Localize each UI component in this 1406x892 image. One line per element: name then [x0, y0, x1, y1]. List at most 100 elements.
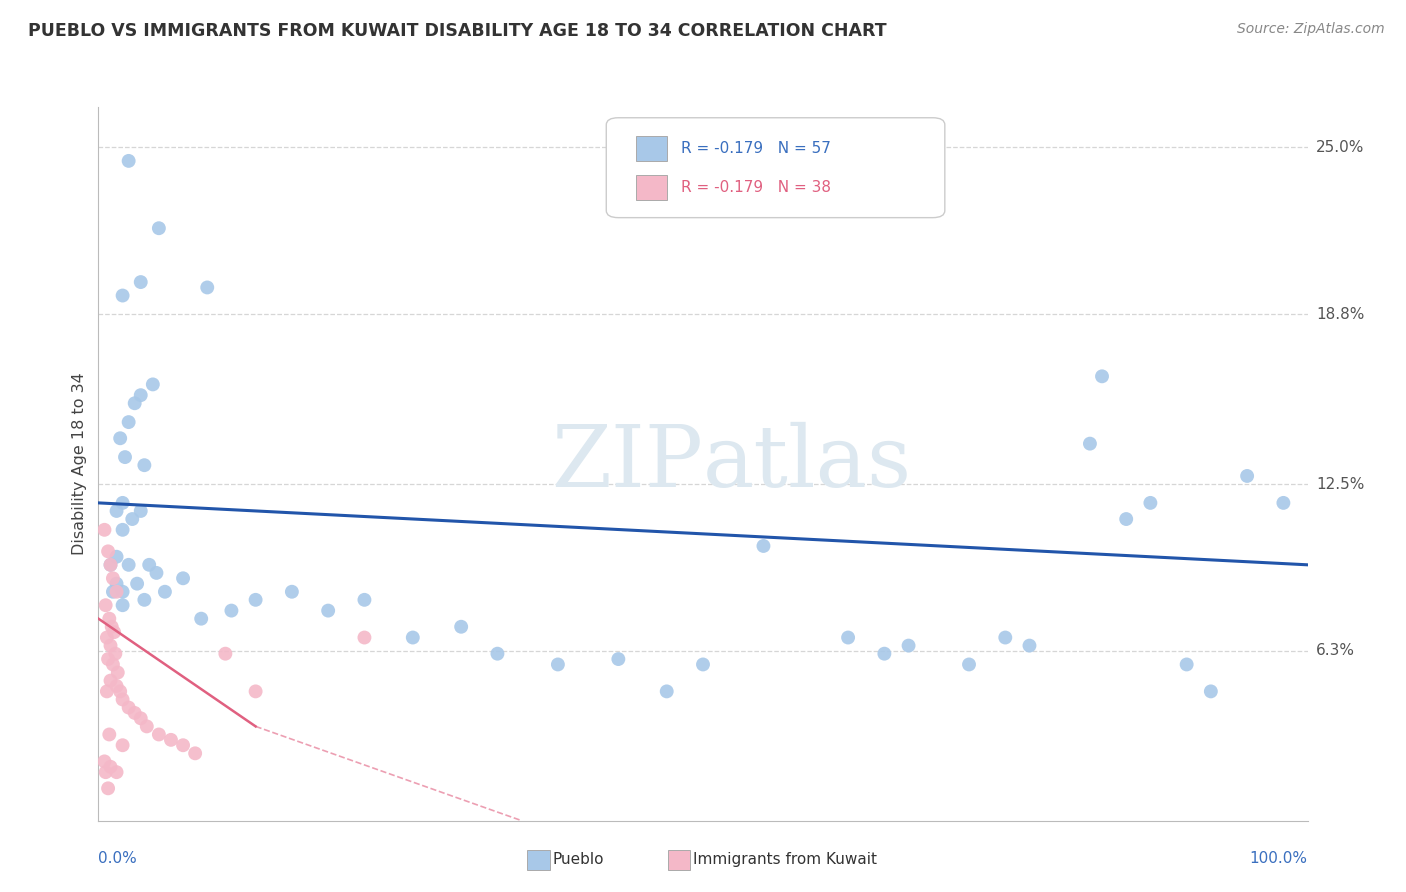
- Point: [134, 592, 156, 607]
- Text: ZIP: ZIP: [551, 422, 703, 506]
- Point: [160, 732, 183, 747]
- Point: [837, 631, 859, 645]
- Point: [873, 647, 896, 661]
- Point: [148, 221, 170, 235]
- Point: [148, 727, 170, 741]
- Point: [184, 747, 207, 761]
- Point: [1199, 684, 1222, 698]
- Point: [138, 558, 160, 572]
- Point: [129, 388, 152, 402]
- Point: [172, 571, 194, 585]
- Point: [129, 504, 152, 518]
- Point: [1078, 436, 1101, 450]
- Point: [105, 576, 128, 591]
- Point: [98, 612, 121, 626]
- Point: [127, 576, 149, 591]
- Point: [450, 620, 472, 634]
- Point: [111, 523, 134, 537]
- FancyBboxPatch shape: [606, 118, 945, 218]
- Text: 25.0%: 25.0%: [1316, 140, 1364, 155]
- Point: [547, 657, 569, 672]
- Text: 18.8%: 18.8%: [1316, 307, 1364, 322]
- Point: [100, 620, 122, 634]
- Point: [97, 652, 120, 666]
- Text: Source: ZipAtlas.com: Source: ZipAtlas.com: [1237, 22, 1385, 37]
- Text: Pueblo: Pueblo: [553, 853, 605, 867]
- Text: PUEBLO VS IMMIGRANTS FROM KUWAIT DISABILITY AGE 18 TO 34 CORRELATION CHART: PUEBLO VS IMMIGRANTS FROM KUWAIT DISABIL…: [28, 22, 887, 40]
- Point: [100, 558, 122, 572]
- Point: [1139, 496, 1161, 510]
- Text: 0.0%: 0.0%: [98, 851, 138, 866]
- Point: [135, 719, 157, 733]
- Point: [195, 280, 218, 294]
- Point: [105, 679, 128, 693]
- Point: [153, 584, 176, 599]
- Point: [353, 592, 375, 607]
- Point: [107, 665, 129, 680]
- Text: 6.3%: 6.3%: [1316, 643, 1355, 658]
- Point: [101, 584, 124, 599]
- Point: [172, 738, 194, 752]
- Point: [111, 288, 134, 302]
- Point: [105, 584, 128, 599]
- Point: [142, 377, 165, 392]
- Point: [105, 765, 128, 780]
- Point: [98, 727, 121, 741]
- Y-axis label: Disability Age 18 to 34: Disability Age 18 to 34: [72, 373, 87, 555]
- Point: [692, 657, 714, 672]
- Point: [97, 544, 120, 558]
- Text: 100.0%: 100.0%: [1250, 851, 1308, 866]
- Point: [655, 684, 678, 698]
- Point: [245, 684, 267, 698]
- Point: [994, 631, 1017, 645]
- Point: [214, 647, 236, 661]
- Point: [118, 153, 141, 168]
- Point: [752, 539, 775, 553]
- Point: [108, 684, 131, 698]
- Text: R = -0.179   N = 38: R = -0.179 N = 38: [682, 180, 831, 195]
- Point: [118, 558, 141, 572]
- Point: [104, 647, 127, 661]
- Point: [96, 684, 118, 698]
- Point: [124, 396, 146, 410]
- Point: [100, 673, 122, 688]
- Point: [1091, 369, 1114, 384]
- Point: [486, 647, 509, 661]
- Point: [316, 604, 339, 618]
- Point: [96, 631, 118, 645]
- Point: [129, 275, 152, 289]
- Point: [1236, 469, 1258, 483]
- Point: [100, 639, 122, 653]
- Point: [101, 657, 124, 672]
- Point: [105, 504, 128, 518]
- Point: [114, 450, 136, 464]
- Point: [245, 592, 267, 607]
- Point: [607, 652, 630, 666]
- Text: Immigrants from Kuwait: Immigrants from Kuwait: [693, 853, 877, 867]
- Point: [134, 458, 156, 473]
- Point: [94, 598, 117, 612]
- Text: 12.5%: 12.5%: [1316, 476, 1364, 491]
- Point: [103, 625, 125, 640]
- Point: [94, 765, 117, 780]
- Point: [111, 584, 134, 599]
- Point: [1272, 496, 1295, 510]
- Point: [100, 760, 122, 774]
- Point: [897, 639, 920, 653]
- Text: R = -0.179   N = 57: R = -0.179 N = 57: [682, 141, 831, 156]
- Point: [105, 549, 128, 564]
- Point: [97, 781, 120, 796]
- Point: [101, 571, 124, 585]
- Bar: [637, 175, 666, 200]
- Point: [108, 431, 131, 445]
- Point: [93, 523, 115, 537]
- Point: [281, 584, 304, 599]
- Point: [111, 692, 134, 706]
- Point: [129, 711, 152, 725]
- Point: [118, 415, 141, 429]
- Point: [111, 496, 134, 510]
- Point: [145, 566, 167, 580]
- Text: atlas: atlas: [703, 422, 912, 506]
- Point: [93, 755, 115, 769]
- Point: [118, 700, 141, 714]
